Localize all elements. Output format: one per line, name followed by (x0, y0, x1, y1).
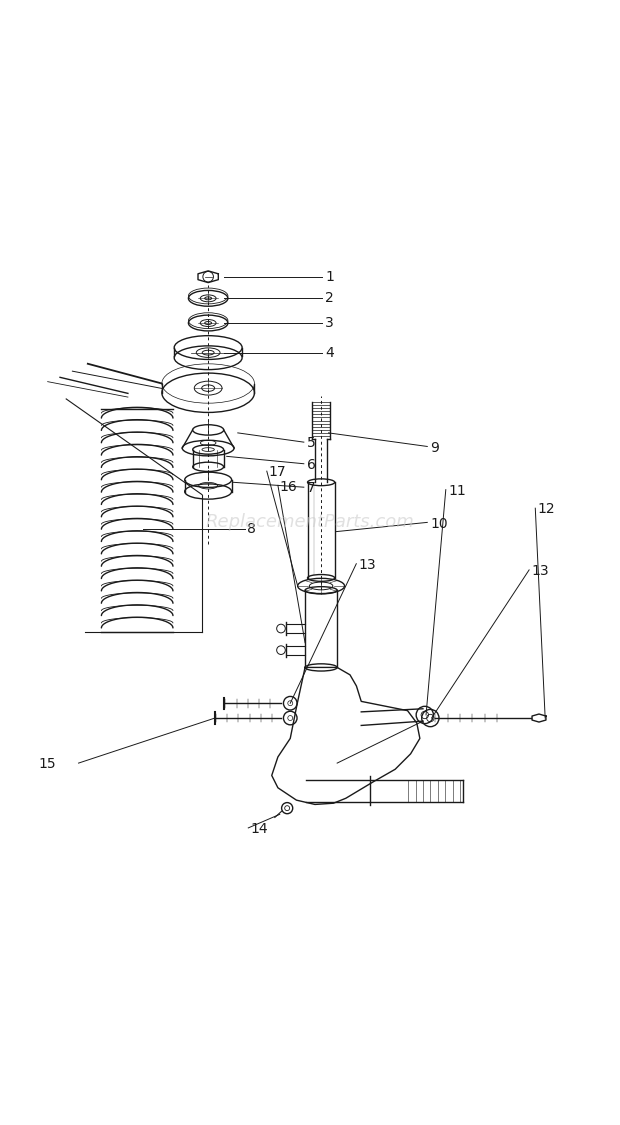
Text: 16: 16 (279, 479, 297, 494)
Text: 12: 12 (537, 503, 555, 516)
Text: 11: 11 (448, 484, 466, 498)
Text: 8: 8 (247, 522, 256, 536)
Text: 13: 13 (531, 564, 549, 578)
Text: 14: 14 (250, 822, 268, 836)
Text: 5: 5 (307, 436, 316, 450)
Text: 4: 4 (326, 345, 334, 360)
Text: 6: 6 (307, 458, 316, 472)
Text: 13: 13 (358, 558, 376, 572)
Text: 15: 15 (38, 757, 56, 772)
Text: 10: 10 (430, 516, 448, 531)
Text: 1: 1 (326, 270, 334, 284)
Text: 17: 17 (268, 466, 286, 479)
Text: 7: 7 (307, 482, 316, 495)
Text: 9: 9 (430, 441, 439, 454)
Text: 2: 2 (326, 291, 334, 305)
Text: ReplacementParts.com: ReplacementParts.com (206, 513, 414, 531)
Text: 3: 3 (326, 316, 334, 330)
